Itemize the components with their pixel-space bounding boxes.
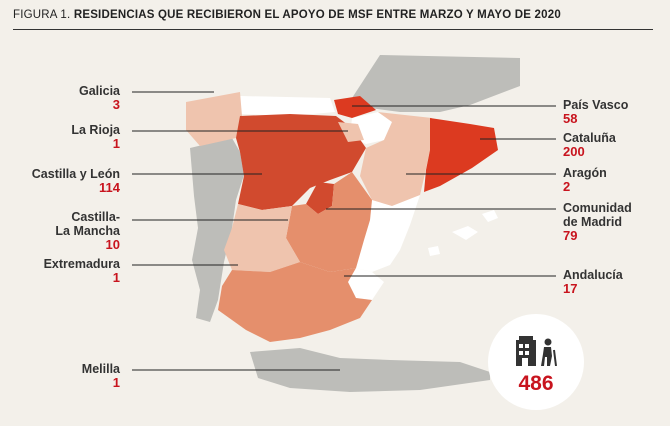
- region-cantabria-asturias: [240, 96, 335, 116]
- region-value: 1: [112, 136, 120, 151]
- portugal-landmass: [190, 138, 244, 322]
- region-value: 17: [563, 281, 578, 296]
- region-castilla-mancha: [286, 172, 372, 272]
- region-aragon: [360, 112, 432, 206]
- label-melilla: Melilla 1: [20, 362, 120, 390]
- region-madrid: [306, 182, 334, 214]
- figure-heading: RESIDENCIAS QUE RECIBIERON EL APOYO DE M…: [73, 9, 561, 21]
- balearic-islands: [428, 210, 498, 256]
- region-extremadura: [224, 204, 300, 272]
- region-cataluna: [424, 118, 498, 192]
- region-name: Castilla y León: [31, 167, 120, 181]
- region-name: Extremadura: [43, 257, 120, 271]
- region-value: 79: [563, 228, 578, 243]
- label-madrid: Comunidad de Madrid 79: [563, 201, 663, 243]
- total-value: 486: [518, 372, 554, 395]
- region-name: Andalucía: [563, 268, 623, 282]
- label-andalucia: Andalucía 17: [563, 268, 663, 296]
- region-name: Melilla: [81, 362, 120, 376]
- region-name: Cataluña: [563, 131, 616, 145]
- region-name: Comunidad de Madrid: [563, 201, 632, 229]
- label-la-rioja: La Rioja 1: [20, 123, 120, 151]
- region-value: 114: [99, 180, 120, 195]
- label-castilla-leon: Castilla y León 114: [10, 167, 120, 195]
- region-value: 2: [563, 179, 571, 194]
- region-galicia: [186, 92, 242, 146]
- label-pais-vasco: País Vasco 58: [563, 98, 663, 126]
- label-aragon: Aragón 2: [563, 166, 663, 194]
- title-rule: [13, 29, 653, 30]
- region-value: 58: [563, 111, 578, 126]
- figure-title: FIGURA 1. RESIDENCIAS QUE RECIBIERON EL …: [13, 9, 561, 21]
- region-value: 10: [105, 237, 120, 252]
- region-value: 1: [112, 375, 120, 390]
- france-landmass: [352, 55, 520, 112]
- region-valencia: [356, 195, 420, 272]
- label-cataluna: Cataluña 200: [563, 131, 663, 159]
- region-value: 1: [112, 270, 120, 285]
- region-value: 3: [112, 97, 120, 112]
- region-name: Galicia: [79, 84, 120, 98]
- africa-landmass: [250, 348, 490, 392]
- region-name: Aragón: [563, 166, 607, 180]
- region-la-rioja: [338, 122, 364, 142]
- total-badge: 486: [488, 314, 584, 410]
- region-value: 200: [563, 144, 585, 159]
- label-extremadura: Extremadura 1: [10, 257, 120, 285]
- nursing-home-icon: [516, 336, 557, 366]
- region-name: La Rioja: [71, 123, 120, 137]
- label-castilla-mancha: Castilla- La Mancha 10: [10, 210, 120, 252]
- region-castilla-leon: [236, 114, 366, 210]
- region-pais-vasco: [334, 96, 376, 118]
- region-name: País Vasco: [563, 98, 629, 112]
- region-andalucia: [218, 262, 372, 342]
- label-galicia: Galicia 3: [40, 84, 120, 112]
- figure-prefix: FIGURA 1.: [13, 9, 71, 21]
- region-name: Castilla- La Mancha: [55, 210, 120, 238]
